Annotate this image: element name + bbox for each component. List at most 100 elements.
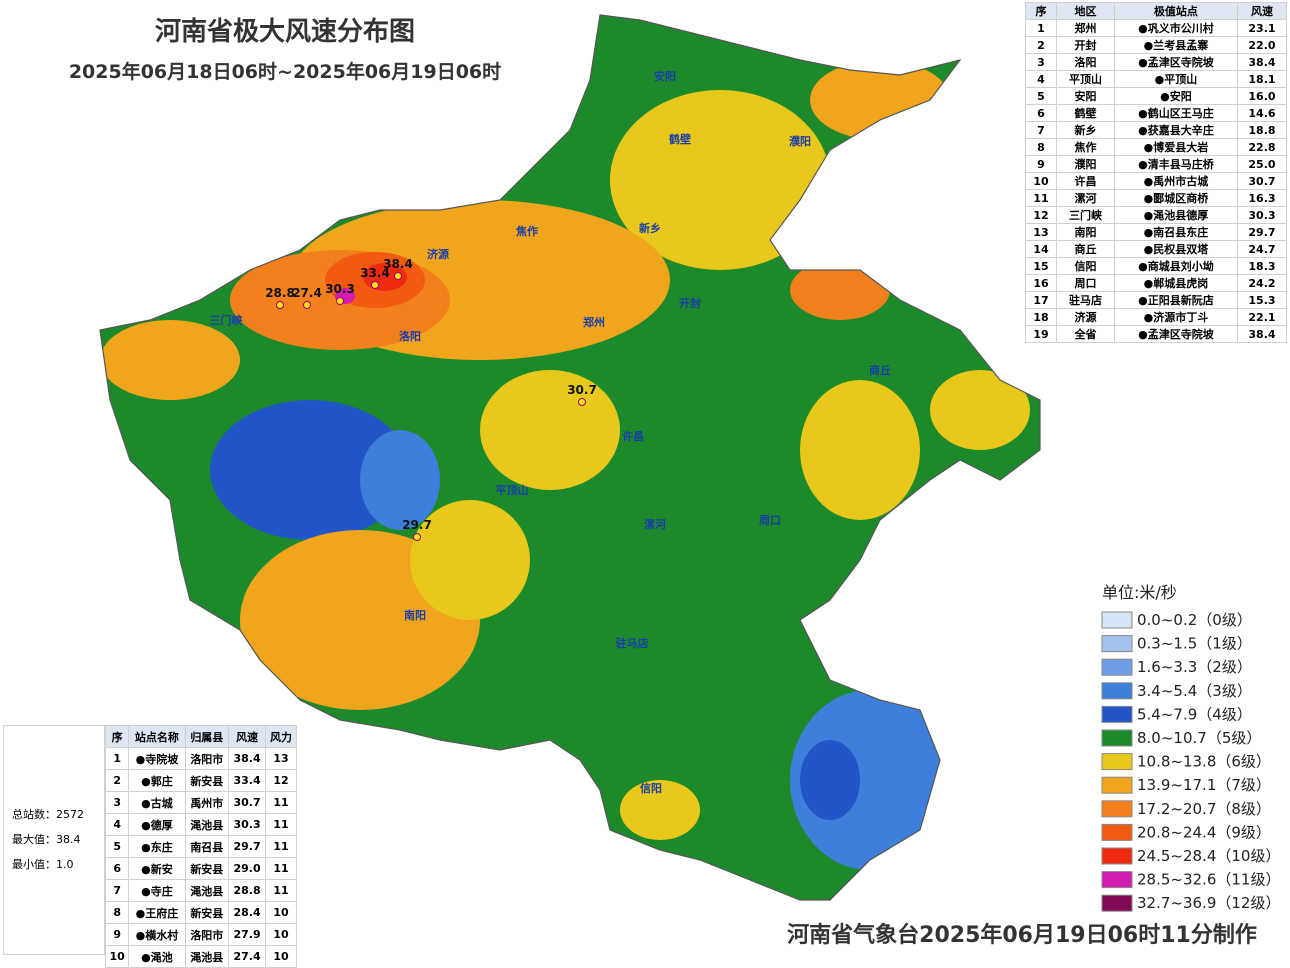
city-label: 周口 [759, 514, 781, 527]
max-value: 29.7 [402, 518, 432, 532]
cell: 商丘 [1055, 240, 1115, 258]
cell: 渑池县 [184, 813, 230, 836]
cell: 济源 [1055, 308, 1115, 326]
legend-label: 0.0~0.2（0级） [1137, 611, 1252, 629]
cell: 信阳 [1055, 257, 1115, 275]
column-header: 风速 [1236, 2, 1288, 20]
cell: 30.3 [1236, 206, 1288, 224]
cell: ●安阳 [1113, 87, 1238, 105]
cell: 8 [1025, 138, 1057, 156]
cell: 焦作 [1055, 138, 1115, 156]
cell: ●德厚 [128, 813, 186, 836]
cell: ●郭庄 [128, 769, 186, 792]
city-label: 驻马店 [616, 636, 649, 650]
cell: 7 [104, 879, 130, 902]
header-row: 序站点名称 归属县 风速 风力 [104, 725, 298, 748]
max-station [336, 297, 344, 305]
cell: 4 [1025, 70, 1057, 88]
legend-swatch [1101, 847, 1133, 865]
table-row: 3 洛阳 ●孟津区寺院坡 38.4 [1025, 53, 1288, 71]
max-value: 38.4 [383, 257, 413, 271]
station-table: 序站点名称 归属县 风速 风力 1 ●寺院坡 洛阳市 38.4 13 2 ●郭庄 新安县 33.4 12 3… [104, 725, 298, 968]
cell: 29.0 [228, 857, 266, 880]
city-label: 信阳 [640, 781, 662, 795]
cell: 16 [1025, 274, 1057, 292]
cell: 郑州 [1055, 19, 1115, 37]
cell: 10 [264, 923, 298, 946]
cell: 11 [264, 835, 298, 858]
cell: ●博爱县大岩 [1113, 138, 1238, 156]
cell: 16.0 [1236, 87, 1288, 105]
max-value: 30.3 [325, 282, 355, 296]
cell: 27.9 [228, 923, 266, 946]
stat: 最大值：38.4 [12, 833, 81, 846]
cell: 28.8 [228, 879, 266, 902]
city-label: 济源 [427, 247, 449, 261]
cell: 5 [1025, 87, 1057, 105]
cell: 1 [1025, 19, 1057, 37]
table-row: 9 濮阳 ●清丰县马庄桥 25.0 [1025, 155, 1288, 173]
city-label: 开封 [679, 296, 701, 310]
table-row: 13 南阳 ●南召县东庄 29.7 [1025, 223, 1288, 241]
cell: ●渑池 [128, 945, 186, 968]
cell: ●巩义市公川村 [1113, 19, 1238, 37]
cell: ●渑池县德厚 [1113, 206, 1238, 224]
cell: ●兰考县孟寨 [1113, 36, 1238, 54]
cell: 全省 [1055, 325, 1115, 343]
city-label: 三门峡 [210, 313, 244, 327]
cell: 18.1 [1236, 70, 1288, 88]
cell: ●寺庄 [128, 879, 186, 902]
title: 河南省极大风速分布图 [155, 17, 415, 47]
cell: 24.7 [1236, 240, 1288, 258]
max-value: 30.7 [567, 383, 597, 397]
table-row: 7 新乡 ●获嘉县大辛庄 18.8 [1025, 121, 1288, 139]
max-station [371, 281, 379, 289]
column-header: 风力 [264, 725, 298, 748]
city-label: 焦作 [515, 224, 538, 238]
cell: 17 [1025, 291, 1057, 309]
cell: 10 [1025, 172, 1057, 190]
city-label: 鹤壁 [669, 132, 691, 146]
cell: 12 [264, 769, 298, 792]
legend-label: 28.5~32.6（11级） [1137, 871, 1280, 889]
cell: 28.4 [228, 901, 266, 924]
table-row: 2 ●郭庄 新安县 33.4 12 [104, 769, 298, 792]
cell: 2 [1025, 36, 1057, 54]
cell: 22.1 [1236, 308, 1288, 326]
legend-label: 24.5~28.4（10级） [1137, 847, 1280, 865]
legend-label: 20.8~24.4（9级） [1137, 823, 1271, 841]
cell: 南阳 [1055, 223, 1115, 241]
cell: 30.3 [228, 813, 266, 836]
legend-swatch [1101, 800, 1133, 818]
cell: ●孟津区寺院坡 [1113, 53, 1238, 71]
cell: 濮阳 [1055, 155, 1115, 173]
city-label: 新乡 [639, 221, 661, 235]
table-row: 15 信阳 ●商城县刘小坳 18.3 [1025, 257, 1288, 275]
table-row: 12 三门峡 ●渑池县德厚 30.3 [1025, 206, 1288, 224]
table-row: 1 ●寺院坡 洛阳市 38.4 13 [104, 747, 298, 770]
cell: 平顶山 [1055, 70, 1115, 88]
legend-label: 3.4~5.4（3级） [1137, 682, 1252, 700]
city-label: 南阳 [404, 608, 426, 622]
max-station [303, 301, 311, 309]
cell: 15.3 [1236, 291, 1288, 309]
legend-swatch [1101, 705, 1133, 723]
cell: 洛阳市 [184, 747, 230, 770]
table-row: 4 平顶山 ●平顶山 18.1 [1025, 70, 1288, 88]
legend: 0.0~0.2（0级） 0.3~1.5（1级） 1.6~3.3（2级） 3.4~5.4… [1101, 611, 1280, 912]
cell: 开封 [1055, 36, 1115, 54]
cell: 南召县 [184, 835, 230, 858]
legend-swatch [1101, 894, 1133, 912]
table-row: 19 全省 ●孟津区寺院坡 38.4 [1025, 325, 1288, 343]
cell: 11 [1025, 189, 1057, 207]
cell: 三门峡 [1055, 206, 1115, 224]
column-header: 站点名称 [128, 725, 186, 748]
cell: 23.1 [1236, 19, 1288, 37]
cell: 3 [104, 791, 130, 814]
cell: 洛阳 [1055, 53, 1115, 71]
legend-label: 13.9~17.1（7级） [1137, 776, 1271, 794]
column-header: 风速 [228, 725, 266, 748]
stat: 总站数：2572 [12, 808, 84, 821]
cell: 13 [264, 747, 298, 770]
